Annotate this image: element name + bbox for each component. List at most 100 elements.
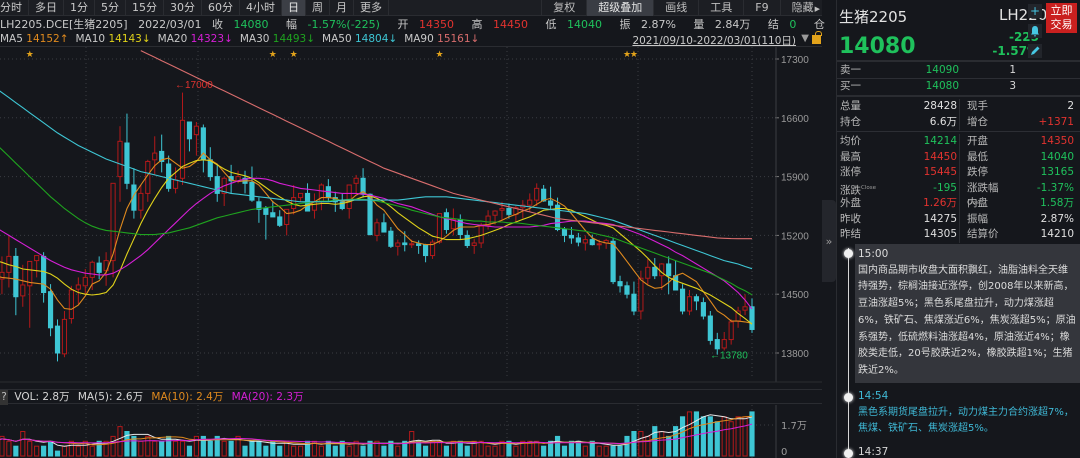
timeline-line (848, 248, 849, 458)
bid1-price: 14080 (925, 80, 959, 92)
vol-ma5-value: MA(5): 2.6万 (77, 391, 144, 403)
period-tab[interactable]: 周 (306, 0, 330, 16)
quote-row: 涨跌Close -195 涨跌幅Close -1.37% (837, 180, 1080, 206)
bid1-label: 买一 (840, 80, 861, 92)
bid1-qty: 3 (1009, 80, 1016, 92)
ma-label: MA5 (0, 33, 23, 45)
news-time: 14:37 (858, 446, 889, 458)
svg-text:←13780: ←13780 (710, 351, 748, 362)
quote-label: 涨跌幅Close (959, 180, 1007, 206)
quote-value: 15445 (923, 166, 957, 178)
divider (837, 78, 1080, 79)
period-tab[interactable]: 30分 (164, 0, 202, 16)
quote-label: 增仓 (959, 114, 1007, 130)
plus-icon[interactable]: + (1028, 4, 1042, 18)
trend-arrow-icon: ↓ (141, 33, 151, 45)
ma-legend-item: MA20 14323↓ (158, 33, 233, 45)
quote-row: 持仓 6.6万 增仓 +1371 (837, 114, 1080, 130)
bell-icon[interactable] (1028, 24, 1042, 38)
hide-panel-button[interactable]: 隐藏▶ (779, 0, 822, 16)
quote-label: 最高 (840, 150, 861, 163)
news-item[interactable]: 14:37 (855, 444, 1080, 458)
fuquan-button[interactable]: 复权 (541, 0, 586, 16)
quote-row: 昨收 14275 振幅 2.87% (837, 211, 1080, 227)
draw-line-button[interactable]: 画线 (653, 0, 698, 16)
last-price: 14080 (839, 34, 916, 59)
quote-value: 1.58万 (1040, 197, 1074, 209)
caret-right-icon: ▶ (814, 4, 820, 13)
timeline-dot-icon (844, 393, 853, 402)
ma-label: MA50 (322, 33, 352, 45)
volume-field: 量 2.84万 (693, 18, 757, 31)
range-label: 幅 (285, 18, 297, 31)
quote-panel: 生猪2205 LH2205 14080 -225 -1.57% + 立即 交易 … (836, 0, 1080, 458)
quote-label: 昨结 (840, 228, 861, 240)
quote-table: 卖一 14090 1 买一 14080 3 总量 28428 现手 2 持仓 6.6万 增仓… (837, 60, 1080, 243)
pencil-icon[interactable] (1028, 44, 1042, 58)
period-tab[interactable]: 5分 (95, 0, 126, 16)
f9-button[interactable]: F9 (743, 0, 779, 16)
period-tab[interactable]: 15分 (126, 0, 164, 16)
svg-text:15200: 15200 (781, 231, 809, 242)
lock-icon[interactable] (812, 31, 822, 44)
period-tab[interactable]: 多日 (29, 0, 64, 16)
news-timeline: 15:00 国内商品期市收盘大面积飘红，油脂油料全天维持强势，棕榈油接近涨停，创2… (837, 240, 1080, 458)
trade-now-button[interactable]: 立即 交易 (1046, 3, 1077, 33)
ma-value: 14493 (272, 33, 307, 45)
period-tab[interactable]: 更多 (354, 0, 389, 16)
quote-label: 结算价 (959, 227, 1007, 243)
quote-row: 昨结 14305 结算价 14210 (837, 227, 1080, 243)
ask1-label: 卖一 (840, 64, 861, 76)
news-item[interactable]: 14:54 黑色系期货尾盘拉升，动力煤主力合约涨超7%，焦煤、铁矿石、焦炭涨超5%… (855, 388, 1080, 438)
ma-legend-row: MA5 14152↑ MA10 14143↓ MA20 14323↓ MA30 144… (0, 32, 822, 47)
ma-value: 14143 (108, 33, 142, 45)
volume-value: 2.84万 (714, 18, 751, 31)
quote-stats: 总量 28428 现手 2 持仓 6.6万 增仓 +1371 均价 14214 开盘 14350 最高 1… (837, 97, 1080, 243)
quote-label: 开盘 (959, 134, 1007, 150)
period-tab[interactable]: 4小时 (240, 0, 282, 16)
super-overlay-button[interactable]: 超级叠加 (586, 0, 654, 16)
quote-value: 14040 (1040, 150, 1074, 163)
news-item[interactable]: 15:00 国内商品期市收盘大面积飘红，油脂油料全天维持强势，棕榈油接近涨停，创2… (855, 244, 1080, 383)
range-value: -1.57%(-225) (307, 18, 380, 31)
period-tab[interactable]: 60分 (202, 0, 240, 16)
triangle-down-icon[interactable]: ▼ (801, 33, 809, 44)
period-tab[interactable]: 分时 (0, 0, 29, 16)
quote-value: 14305 (923, 228, 957, 240)
volume-chart[interactable]: 1.7万 0 (0, 405, 822, 458)
vol-value: VOL: 2.8万 (14, 391, 70, 403)
symbol-label: LH2205.DCE[生猪2205] (0, 18, 128, 31)
quote-icon-column: + (1028, 4, 1044, 64)
ma-value: 15161 (437, 33, 471, 45)
news-time: 14:54 (858, 390, 889, 402)
trade-button-line1: 立即 (1050, 4, 1073, 17)
period-tab[interactable]: 日 (282, 0, 306, 16)
quote-value: 14210 (1040, 228, 1074, 240)
ma-label: MA20 (157, 33, 188, 45)
divider (837, 131, 1080, 132)
svg-text:★: ★ (290, 50, 298, 60)
quote-label: 均价 (840, 135, 861, 147)
svg-text:16600: 16600 (781, 114, 809, 125)
ma-label: MA90 (404, 33, 434, 45)
trend-arrow-icon: ↓ (388, 33, 398, 45)
trend-arrow-icon: ↑ (59, 33, 69, 45)
quote-value: 6.6万 (929, 115, 957, 128)
tools-button[interactable]: 工具 (698, 0, 743, 16)
quote-value: 14275 (923, 212, 957, 225)
ma-value: 14152 (26, 33, 60, 45)
period-tab[interactable]: 月 (330, 0, 354, 16)
ma-legend-item: MA30 14493↓ (240, 33, 315, 45)
quote-label: 内盘 (959, 196, 1007, 212)
help-icon[interactable]: ? (0, 390, 8, 405)
period-tab[interactable]: 1分 (64, 0, 95, 16)
date-range-link[interactable]: 2021/09/10-2022/03/01(110日) (632, 35, 796, 47)
collapse-panel-button[interactable]: » (822, 200, 836, 282)
quote-label: 持仓 (840, 115, 861, 128)
range-field: 幅 -1.57%(-225) (286, 18, 387, 31)
quote-row: 总量 28428 现手 2 (837, 99, 1080, 115)
quote-value: 14450 (923, 150, 957, 163)
divider (837, 60, 1080, 62)
quote-row: 外盘 1.26万 内盘 1.58万 (837, 196, 1080, 212)
